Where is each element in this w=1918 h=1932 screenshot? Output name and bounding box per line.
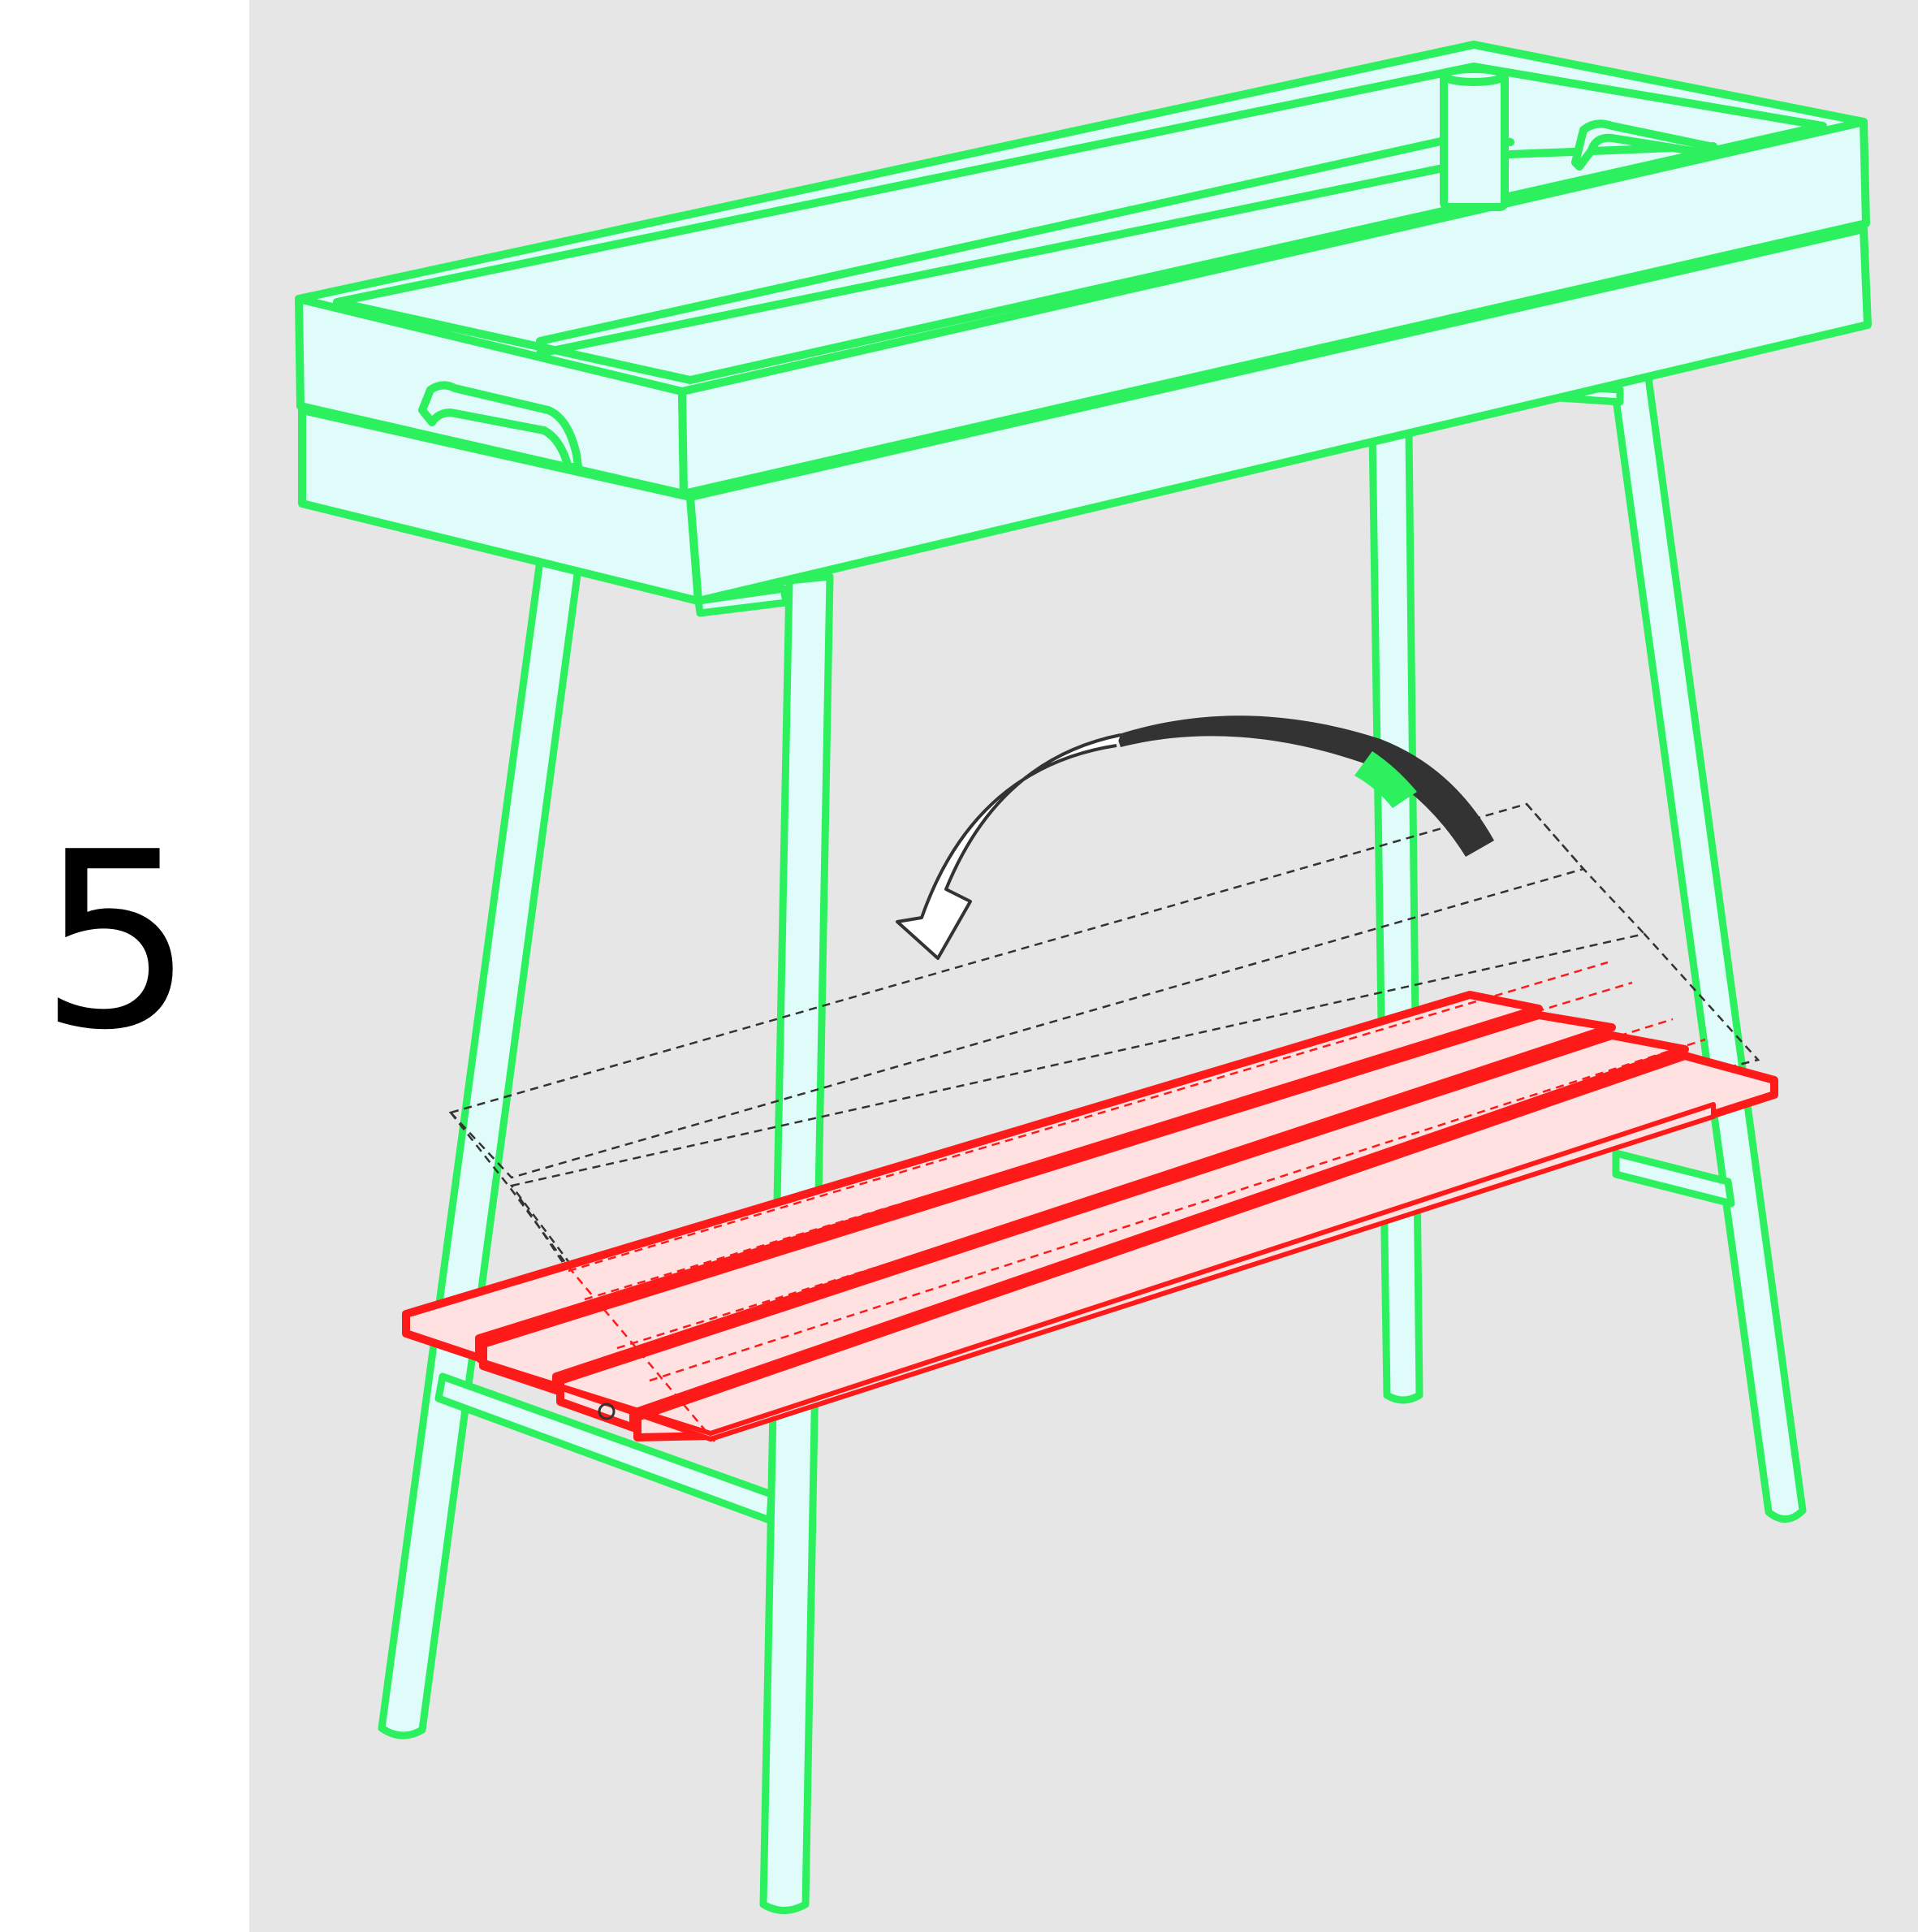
shelf-underside bbox=[477, 1102, 1716, 1441]
shelf-slat-1 bbox=[402, 991, 1543, 1362]
lower-brace-right bbox=[1612, 1149, 1735, 1208]
lower-brace-left bbox=[434, 1372, 775, 1524]
screw-icon bbox=[598, 1403, 616, 1420]
shelf-dashed-edges bbox=[568, 961, 1706, 1442]
tray-inner-edge bbox=[536, 142, 1717, 357]
guide-right-drop bbox=[1526, 803, 1645, 935]
shelf-dash-5 bbox=[568, 1266, 715, 1442]
back-right-leg bbox=[1368, 426, 1423, 1404]
left-margin bbox=[0, 0, 249, 1932]
front-right-leg bbox=[1608, 365, 1807, 1523]
arrow-body-green-band bbox=[1354, 751, 1417, 808]
guide-left-drop bbox=[450, 1112, 570, 1268]
step-number: 5 bbox=[39, 800, 194, 1083]
shelf-dash-3 bbox=[616, 1018, 1674, 1350]
arrow-outline bbox=[896, 733, 1121, 960]
shelf bbox=[402, 991, 1778, 1441]
shelf-dash-1 bbox=[568, 961, 1609, 1273]
tray bbox=[295, 41, 1872, 605]
tray-center-post bbox=[1440, 69, 1509, 211]
curved-arrow-icon bbox=[896, 715, 1494, 960]
under-tray-brace bbox=[694, 585, 790, 617]
arrow-body-filled bbox=[1117, 715, 1494, 857]
front-left-leg bbox=[378, 556, 582, 1740]
shelf-dash-4 bbox=[649, 1038, 1706, 1382]
tray-handle-left bbox=[418, 381, 582, 471]
tray-handle-right bbox=[1571, 119, 1717, 171]
shelf-slat-2 bbox=[479, 1011, 1616, 1394]
tray-center-post-top bbox=[1440, 65, 1508, 86]
tray-base-front bbox=[686, 225, 1872, 605]
shelf-dash-2 bbox=[584, 981, 1633, 1301]
